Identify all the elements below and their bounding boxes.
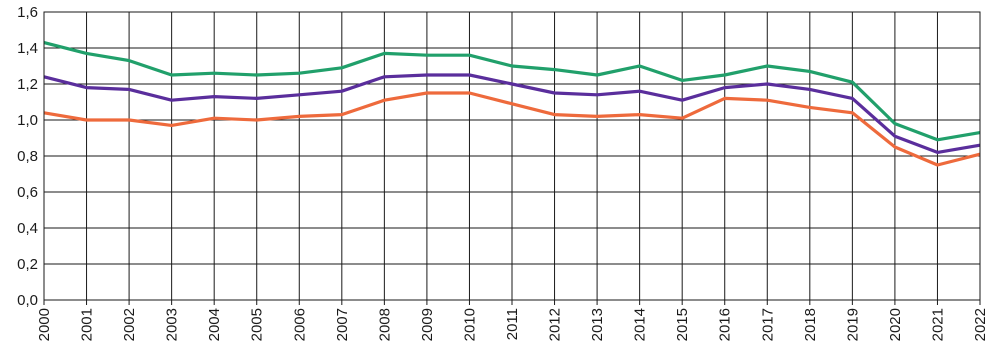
y-tick-label: 1,2 [17,76,38,93]
x-tick-label: 2011 [504,308,521,340]
x-tick-label: 2016 [717,308,734,341]
x-tick-label: 2003 [164,308,181,341]
plot-frame [43,11,981,301]
x-tick-label: 2010 [461,308,478,341]
y-axis-ticks: 0,0 0,2 0,4 0,6 0,8 1,0 1,2 1,4 1,6 [17,4,38,309]
y-tick-label: 0,6 [17,184,38,201]
y-tick-label: 0,2 [17,256,38,273]
x-tick-label: 2007 [334,308,351,341]
x-tick-label: 2021 [929,308,946,341]
x-tick-label: 2004 [206,308,223,341]
y-tick-label: 0,0 [17,292,38,309]
x-tick-label: 2015 [674,308,691,341]
y-tick-label: 1,6 [17,4,38,21]
x-axis-ticks: 2000 2001 2002 2003 2004 2005 2006 2007 2008 2009… [36,308,989,341]
y-tick-label: 0,8 [17,148,38,165]
x-tick-label: 2000 [36,308,53,341]
x-tick-label: 2020 [887,308,904,341]
x-tick-label: 2012 [547,308,564,341]
y-tick-label: 0,4 [17,220,38,237]
x-tick-label: 2013 [589,308,606,341]
x-tick-label: 2009 [419,308,436,341]
x-tick-label: 2022 [972,308,989,341]
x-tick-label: 2005 [249,308,266,341]
x-tick-label: 2008 [376,308,393,341]
grid [43,11,981,305]
x-tick-label: 2001 [79,308,96,341]
x-tick-label: 2017 [759,308,776,341]
y-tick-label: 1,4 [17,40,38,57]
x-tick-label: 2018 [802,308,819,341]
x-tick-label: 2019 [844,308,861,341]
x-tick-label: 2002 [121,308,138,341]
x-tick-label: 2014 [632,308,649,341]
x-tick-label: 2006 [291,308,308,341]
y-tick-label: 1,0 [17,112,38,129]
series-lines [43,41,981,167]
